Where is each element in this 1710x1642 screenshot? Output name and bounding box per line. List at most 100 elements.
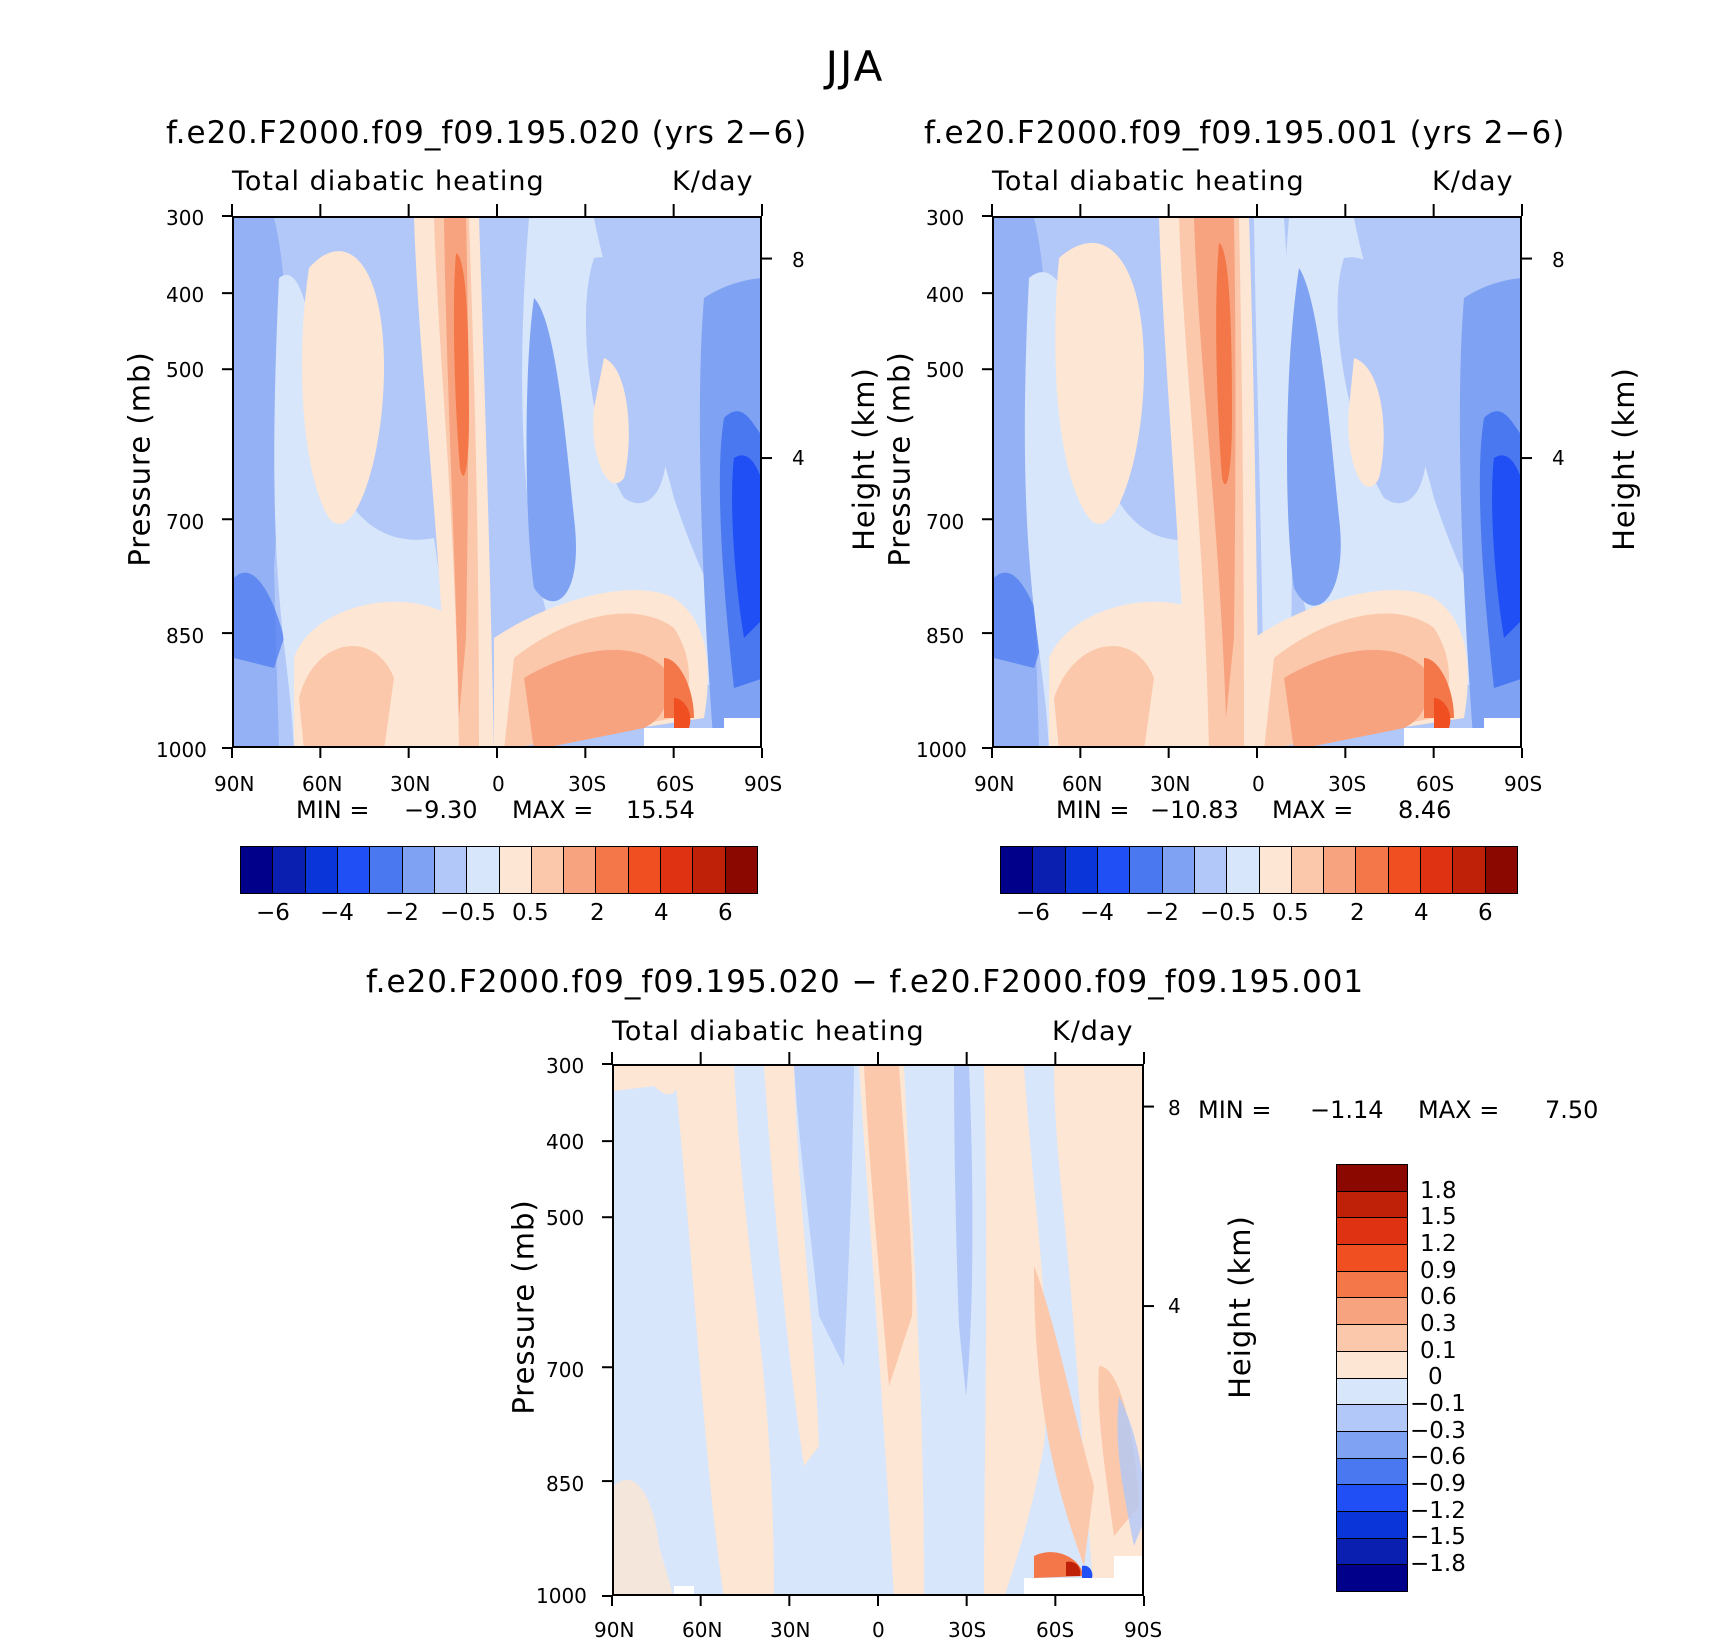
panel2-colorbar-label: −0.5 <box>1200 900 1256 926</box>
panel3-colorbar-label: 0.1 <box>1420 1338 1457 1364</box>
panel2-contours <box>994 218 1520 746</box>
colorbar-segment <box>1337 1191 1407 1219</box>
colorbar-segment <box>1337 1405 1407 1432</box>
panel1-plot <box>232 216 762 748</box>
colorbar-segment <box>1421 847 1454 893</box>
panel2-xtick: 30S <box>1328 772 1367 796</box>
panel1-y2tick: 4 <box>792 446 805 470</box>
panel1-min-value: −9.30 <box>404 796 478 824</box>
colorbar-segment <box>725 847 757 893</box>
panel2-colorbar <box>1000 846 1518 894</box>
panel1-xtick: 90N <box>214 772 255 796</box>
colorbar-segment <box>1065 847 1098 893</box>
panel2-y-axis-label: Pressure (mb) <box>882 351 917 567</box>
panel2-xtick: 30N <box>1150 772 1191 796</box>
colorbar-segment <box>1259 847 1292 893</box>
colorbar-segment <box>1337 1431 1407 1459</box>
panel2-y2tick: 4 <box>1552 446 1565 470</box>
panel1-min-label: MIN = <box>296 796 370 824</box>
panel3-plot <box>612 1064 1144 1596</box>
colorbar-segment <box>1324 847 1357 893</box>
panel3-y2-axis-label: Height (km) <box>1222 1215 1257 1399</box>
panel2-xtick: 60N <box>1062 772 1103 796</box>
colorbar-segment <box>1337 1485 1407 1512</box>
panel2-field-title: Total diabatic heating <box>992 166 1305 197</box>
panel2-xtick: 90N <box>974 772 1015 796</box>
panel1-colorbar-label: −6 <box>256 900 290 926</box>
colorbar-segment <box>1162 847 1195 893</box>
panel1-y2-axis-label: Height (km) <box>846 367 881 551</box>
colorbar-segment <box>305 847 338 893</box>
colorbar-segment <box>402 847 435 893</box>
panel1-ytick: 400 <box>166 283 205 307</box>
panel2-colorbar-label: 4 <box>1414 900 1429 926</box>
panel2-ytick: 1000 <box>916 738 967 762</box>
colorbar-segment <box>693 847 726 893</box>
panel2-max-label: MAX = <box>1272 796 1354 824</box>
panel3-max-value: 7.50 <box>1545 1096 1599 1124</box>
colorbar-segment <box>499 847 532 893</box>
panel2-y2tick: 8 <box>1552 248 1565 272</box>
panel3-xtick: 90S <box>1124 1618 1163 1642</box>
colorbar-segment <box>1097 847 1131 893</box>
panel1-contours <box>234 218 760 746</box>
colorbar-segment <box>531 847 565 893</box>
panel2-colorbar-label: 2 <box>1350 900 1365 926</box>
panel2-contour-field <box>992 216 1522 748</box>
panel3-y2tick: 4 <box>1168 1294 1181 1318</box>
colorbar-segment <box>1388 847 1422 893</box>
colorbar-segment <box>1033 847 1066 893</box>
panel1-y2tick: 8 <box>792 248 805 272</box>
panel3-xtick: 60S <box>1036 1618 1075 1642</box>
panel2-xtick: 0 <box>1252 772 1265 796</box>
panel3-ytick: 700 <box>546 1358 585 1382</box>
panel3-colorbar-label: 0.3 <box>1420 1311 1457 1337</box>
colorbar-segment <box>1337 1218 1407 1246</box>
panel3-colorbar-label: −0.6 <box>1410 1444 1466 1470</box>
panel1-y-axis-label: Pressure (mb) <box>122 351 157 567</box>
colorbar-segment <box>1227 847 1260 893</box>
colorbar-segment <box>1337 1538 1407 1566</box>
panel3-xtick: 0 <box>872 1618 885 1642</box>
panel3-units: K/day <box>1052 1016 1134 1047</box>
panel1-colorbar-label: 0.5 <box>512 900 549 926</box>
panel2-title: f.e20.F2000.f09_f09.195.001 (yrs 2−6) <box>924 115 1566 151</box>
colorbar-segment <box>661 847 694 893</box>
colorbar-segment <box>1485 847 1517 893</box>
colorbar-segment <box>1337 1271 1407 1299</box>
panel1-units: K/day <box>672 166 754 197</box>
panel3-y2tick: 8 <box>1168 1096 1181 1120</box>
panel3-contour-field <box>612 1064 1144 1596</box>
panel2-ytick: 850 <box>926 624 965 648</box>
panel2-units: K/day <box>1432 166 1514 197</box>
panel3-colorbar-label: 0 <box>1428 1364 1443 1390</box>
panel1-contour-field <box>232 216 762 748</box>
panel2-colorbar-label: −6 <box>1016 900 1050 926</box>
panel2-colorbar-label: −4 <box>1080 900 1114 926</box>
panel1-ytick: 500 <box>166 358 205 382</box>
panel1-xtick: 90S <box>744 772 783 796</box>
colorbar-segment <box>1337 1458 1407 1486</box>
panel3-field-title: Total diabatic heating <box>612 1016 925 1047</box>
panel1-colorbar-label: 2 <box>590 900 605 926</box>
colorbar-segment <box>467 847 500 893</box>
panel1-colorbar-label: 4 <box>654 900 669 926</box>
panel1-xtick: 30N <box>390 772 431 796</box>
panel1-colorbar-label: −2 <box>385 900 419 926</box>
panel3-colorbar-label: −0.3 <box>1410 1418 1466 1444</box>
panel3-contours <box>614 1066 1142 1594</box>
panel3-colorbar <box>1336 1164 1408 1592</box>
panel3-colorbar-label: −1.8 <box>1410 1551 1466 1577</box>
colorbar-segment <box>1337 1378 1407 1406</box>
panel1-xtick: 60S <box>656 772 695 796</box>
panel2-ytick: 700 <box>926 510 965 534</box>
panel3-ytick: 400 <box>546 1130 585 1154</box>
panel1-colorbar <box>240 846 758 894</box>
panel2-min-label: MIN = <box>1056 796 1130 824</box>
panel2-colorbar-label: 6 <box>1478 900 1493 926</box>
panel3-colorbar-label: 0.9 <box>1420 1258 1457 1284</box>
colorbar-segment <box>1130 847 1163 893</box>
colorbar-segment <box>564 847 597 893</box>
colorbar-segment <box>1194 847 1228 893</box>
panel3-xtick: 30N <box>770 1618 811 1642</box>
